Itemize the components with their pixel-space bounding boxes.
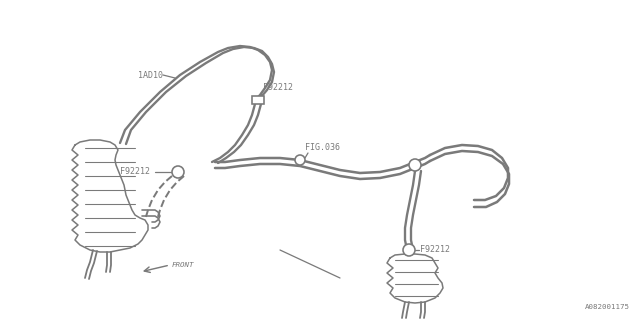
Text: FRONT: FRONT <box>172 262 195 268</box>
Text: F92212: F92212 <box>420 245 450 254</box>
Text: A082001175: A082001175 <box>585 304 630 310</box>
Circle shape <box>172 166 184 178</box>
Text: FIG.036: FIG.036 <box>305 143 340 153</box>
Text: F92212: F92212 <box>120 167 150 177</box>
Text: 1AD10: 1AD10 <box>138 70 163 79</box>
Circle shape <box>295 155 305 165</box>
Circle shape <box>409 159 421 171</box>
Text: F92212: F92212 <box>263 84 293 92</box>
Circle shape <box>403 244 415 256</box>
Bar <box>252 96 264 104</box>
